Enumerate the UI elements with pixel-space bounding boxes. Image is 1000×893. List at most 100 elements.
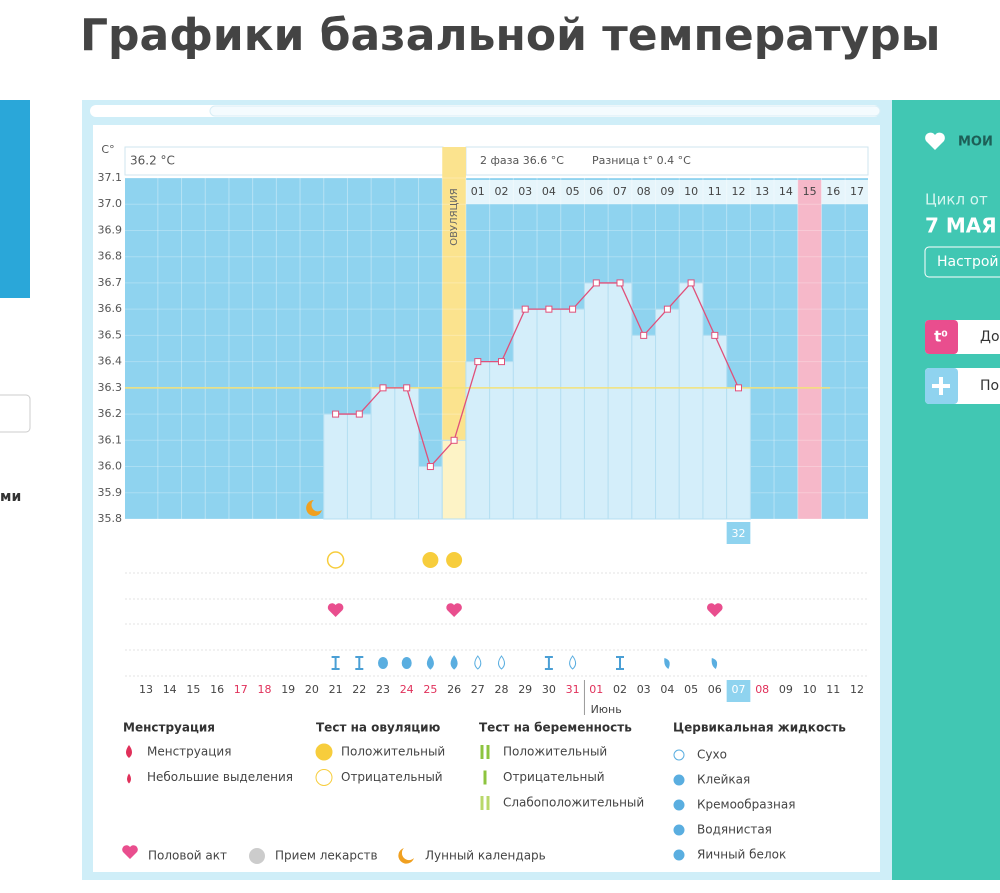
bar	[536, 308, 562, 520]
temperature-point	[379, 384, 387, 392]
date-label: 02	[613, 683, 627, 696]
cycle-date: 7 МАЯ 2	[925, 214, 1000, 238]
legend-icon	[126, 745, 132, 758]
legend-icon	[127, 773, 131, 784]
bar	[655, 308, 680, 520]
legend-icon	[673, 799, 685, 811]
date-label: 28	[495, 683, 509, 696]
scroll-thumb[interactable]	[209, 105, 881, 117]
legend-item: Прием лекарств	[275, 849, 378, 863]
date-label: 19	[281, 683, 295, 696]
y-tick-label: 36.9	[98, 223, 123, 236]
date-label: 20	[305, 683, 319, 696]
phase2-day: 01	[471, 185, 485, 198]
temperature-point	[735, 384, 742, 392]
fluid-sticky	[544, 656, 553, 670]
legend-item: Отрицательный	[341, 770, 443, 784]
fluid-watery	[450, 655, 458, 670]
y-tick-label: 36.1	[98, 433, 123, 446]
y-tick-label: 35.8	[98, 512, 123, 525]
y-tick-label: 36.2	[98, 407, 123, 420]
date-label: 06	[708, 683, 722, 696]
bar	[560, 308, 585, 520]
heart-icon	[925, 132, 945, 150]
fluid-creamy	[711, 658, 718, 669]
legend-title: Цервикальная жидкость	[673, 721, 846, 735]
fluid-dry	[474, 655, 482, 670]
date-label: 10	[803, 683, 817, 696]
fluid-dry	[569, 655, 577, 670]
favorite[interactable]: МОИ	[958, 135, 993, 150]
y-tick-label: 36.0	[98, 460, 123, 473]
bar	[394, 387, 420, 520]
phase2-day: 02	[495, 185, 509, 198]
temperature-point	[498, 358, 505, 366]
phase2: 2 фаза 36.6 °C	[480, 154, 564, 167]
bar	[323, 413, 348, 520]
phase2-day: 13	[755, 185, 769, 198]
fluid-eggwhite	[401, 657, 412, 669]
legend-item: Водянистая	[697, 823, 772, 837]
banner[interactable]	[0, 100, 30, 298]
legend-title: Тест на беременность	[479, 721, 632, 735]
ovulation-negative	[326, 551, 345, 569]
date-label: 12	[850, 683, 864, 696]
temperature-point	[332, 410, 340, 418]
date-label: 14	[163, 683, 177, 696]
date-label: 09	[779, 683, 793, 696]
temperature-point	[474, 358, 482, 366]
date-label: 23	[376, 683, 390, 696]
plus-icon	[932, 377, 950, 395]
highlight-date	[726, 680, 751, 702]
y-tick-label: 35.9	[98, 486, 123, 499]
cycle-label: Цикл от	[925, 191, 988, 209]
temperature-point	[663, 305, 671, 313]
temperature-point	[521, 305, 529, 313]
legend-item: Менструация	[147, 745, 231, 759]
legend-item: Положительный	[341, 745, 445, 759]
date-label: 03	[637, 683, 651, 696]
ovulation-positive	[446, 552, 463, 568]
moon	[306, 500, 322, 516]
bar	[441, 439, 467, 520]
settings-button[interactable]	[924, 246, 1000, 278]
bar	[607, 282, 633, 520]
y-axis-label: C°	[101, 143, 114, 156]
settings-text: Настрой	[937, 254, 999, 270]
fluid-watery	[426, 655, 434, 670]
legend-title: Менструация	[123, 721, 215, 735]
bar	[489, 361, 514, 520]
fluid-dry	[498, 655, 505, 670]
y-tick-label: 36.3	[98, 381, 123, 394]
phase2-day: 08	[637, 185, 651, 198]
legend-icon	[249, 848, 265, 864]
phase2-day: 04	[542, 185, 556, 198]
bar	[702, 334, 728, 520]
fluid-eggwhite	[378, 657, 388, 669]
temperature-point	[355, 410, 363, 418]
legend-icon	[673, 849, 685, 861]
legend-item: Кремообразная	[697, 798, 795, 812]
intercourse	[327, 603, 344, 617]
input[interactable]	[0, 394, 31, 433]
date-label: 30	[542, 683, 556, 696]
page-title: Графики базальной температуры	[80, 10, 940, 61]
highlight-day	[726, 522, 751, 544]
bar	[583, 282, 609, 520]
date-label: 25	[423, 683, 437, 696]
phase2-day: 17	[850, 185, 864, 198]
add-temp-icon: t⁰	[934, 328, 948, 346]
sidebar	[892, 100, 1000, 880]
legend-icon	[315, 769, 333, 786]
phase2-day: 03	[518, 185, 532, 198]
legend-icon	[480, 796, 490, 810]
date-label: 31	[566, 683, 580, 696]
legend-item: Лунный календарь	[425, 849, 546, 863]
date-label: 04	[660, 683, 674, 696]
x-label-row	[125, 522, 868, 546]
ovulation-positive	[422, 552, 439, 568]
add-temp-icon-bg	[925, 320, 958, 354]
temperature-point	[450, 436, 458, 444]
phase2-day: 07	[613, 185, 627, 198]
fluid-creamy	[664, 658, 670, 669]
